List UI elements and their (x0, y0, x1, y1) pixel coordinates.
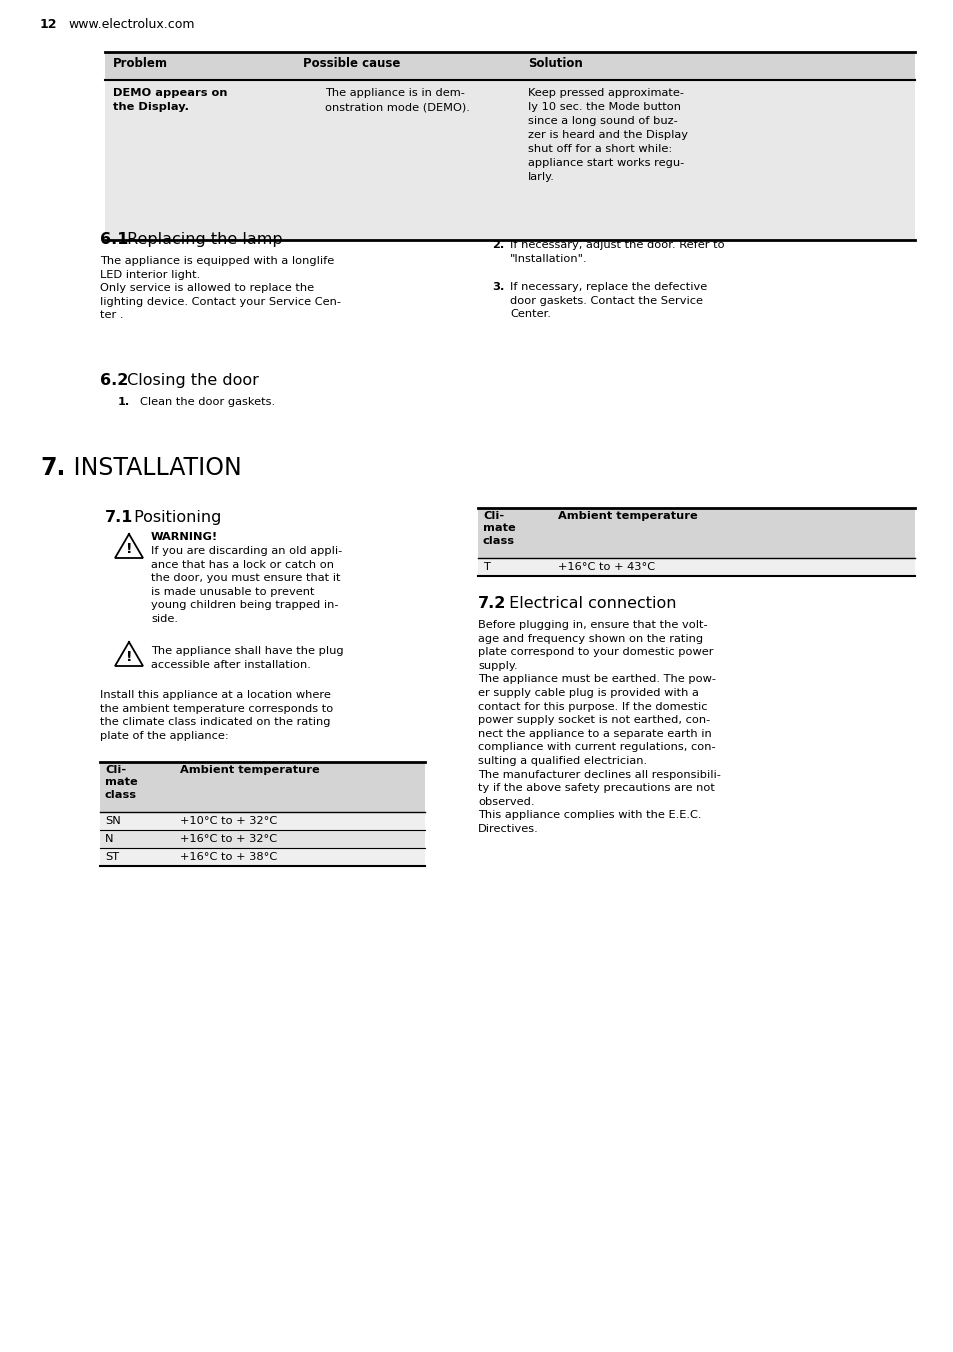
Text: T: T (482, 562, 489, 572)
Text: The appliance is equipped with a longlife
LED interior light.
Only service is al: The appliance is equipped with a longlif… (100, 256, 340, 320)
Text: Clean the door gaskets.: Clean the door gaskets. (140, 397, 274, 407)
Bar (105, 80, 914, 241)
Text: The appliance shall have the plug
accessible after installation.: The appliance shall have the plug access… (151, 646, 343, 669)
Text: +16°C to + 43°C: +16°C to + 43°C (558, 562, 655, 572)
Text: !: ! (126, 650, 132, 664)
Bar (100, 848, 424, 867)
Polygon shape (115, 534, 143, 558)
Text: Install this appliance at a location where
the ambient temperature corresponds t: Install this appliance at a location whe… (100, 690, 333, 741)
Text: Keep pressed approximate-
ly 10 sec. the Mode button
since a long sound of buz-
: Keep pressed approximate- ly 10 sec. the… (527, 88, 687, 183)
Text: 7.: 7. (40, 456, 66, 480)
Text: Closing the door: Closing the door (122, 373, 258, 388)
Text: Solution: Solution (527, 57, 582, 70)
Text: ST: ST (105, 852, 119, 863)
Text: Possible cause: Possible cause (303, 57, 400, 70)
Text: +16°C to + 38°C: +16°C to + 38°C (180, 852, 277, 863)
Text: 2.: 2. (492, 241, 504, 250)
Bar (477, 558, 914, 576)
Text: SN: SN (105, 817, 121, 826)
Text: If necessary, replace the defective
door gaskets. Contact the Service
Center.: If necessary, replace the defective door… (510, 283, 706, 319)
Text: Ambient temperature: Ambient temperature (558, 511, 697, 521)
Text: 3.: 3. (492, 283, 504, 292)
Text: Positioning: Positioning (129, 510, 221, 525)
Text: Ambient temperature: Ambient temperature (180, 765, 319, 775)
Text: Cli-
mate
class: Cli- mate class (482, 511, 516, 546)
Bar (100, 830, 424, 848)
Text: The appliance is in dem-
onstration mode (DEMO).: The appliance is in dem- onstration mode… (325, 88, 470, 112)
Text: If you are discarding an old appli-
ance that has a lock or catch on
the door, y: If you are discarding an old appli- ance… (151, 546, 342, 625)
Bar (100, 813, 424, 830)
Text: Before plugging in, ensure that the volt-
age and frequency shown on the rating
: Before plugging in, ensure that the volt… (477, 621, 720, 834)
Text: www.electrolux.com: www.electrolux.com (68, 18, 194, 31)
Text: +10°C to + 32°C: +10°C to + 32°C (180, 817, 277, 826)
Bar (477, 508, 914, 558)
Text: +16°C to + 32°C: +16°C to + 32°C (180, 834, 276, 844)
Text: DEMO appears on
the Display.: DEMO appears on the Display. (112, 88, 227, 112)
Text: 7.1: 7.1 (105, 510, 133, 525)
Text: Cli-
mate
class: Cli- mate class (105, 765, 137, 800)
Bar (100, 763, 424, 813)
Text: 6.2: 6.2 (100, 373, 129, 388)
Text: 1.: 1. (118, 397, 131, 407)
Text: WARNING!: WARNING! (151, 531, 218, 542)
Text: Replacing the lamp: Replacing the lamp (122, 233, 282, 247)
Text: If necessary, adjust the door. Refer to
"Installation".: If necessary, adjust the door. Refer to … (510, 241, 724, 264)
Text: 12: 12 (40, 18, 57, 31)
Text: 7.2: 7.2 (477, 596, 506, 611)
Text: N: N (105, 834, 113, 844)
Text: 6.1: 6.1 (100, 233, 129, 247)
Bar (105, 51, 914, 80)
Text: !: ! (126, 542, 132, 557)
Text: Problem: Problem (112, 57, 168, 70)
Text: INSTALLATION: INSTALLATION (66, 456, 241, 480)
Polygon shape (115, 642, 143, 667)
Text: Electrical connection: Electrical connection (503, 596, 676, 611)
